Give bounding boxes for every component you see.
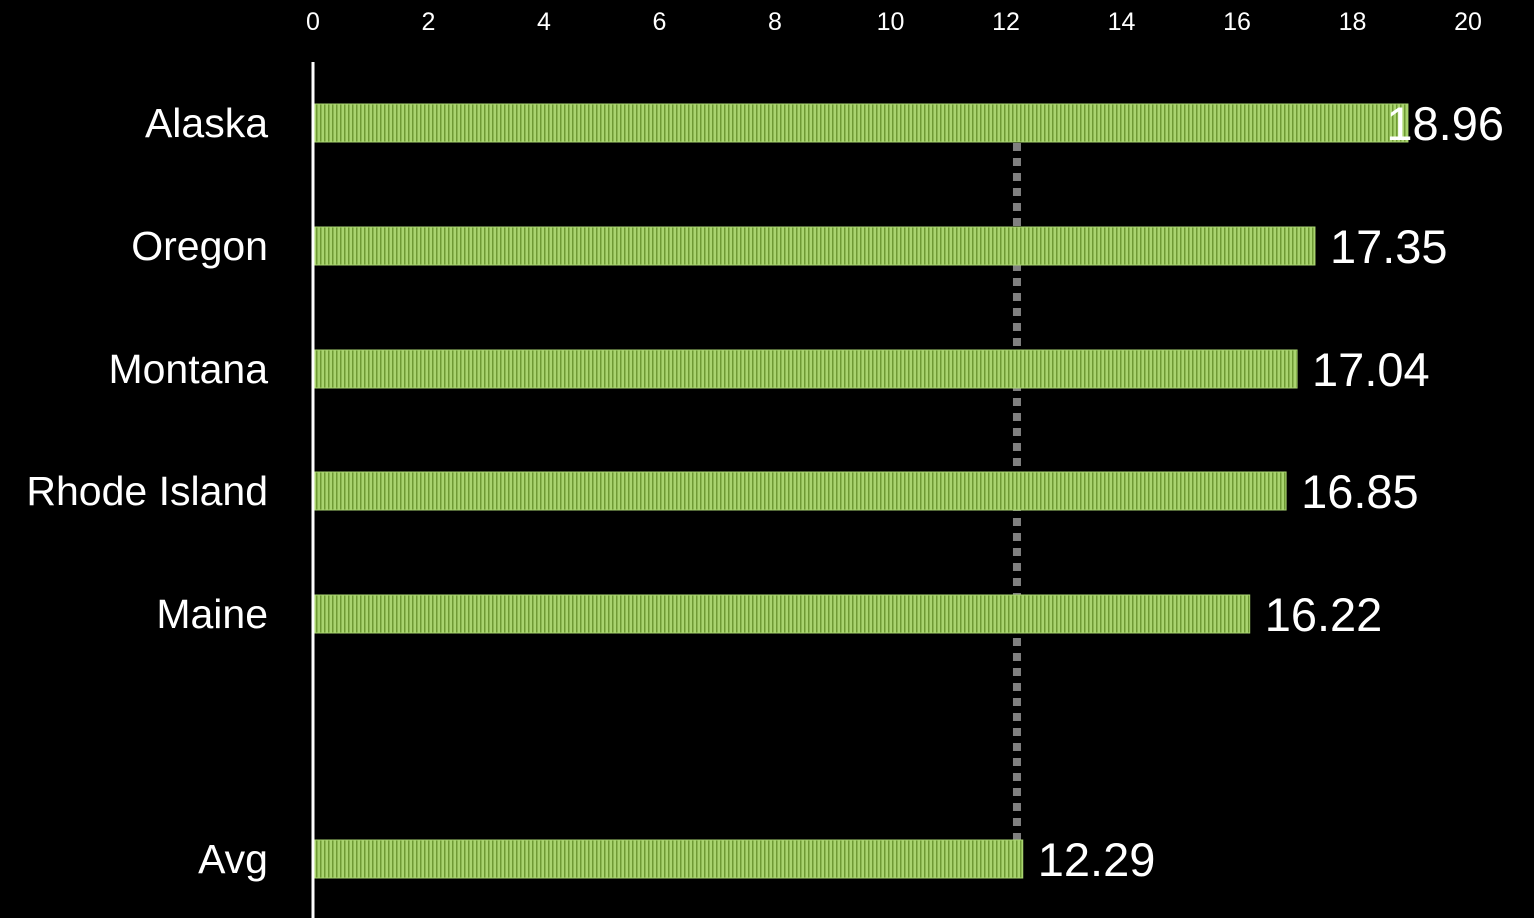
category-label: Rhode Island xyxy=(26,468,268,514)
x-tick-label: 6 xyxy=(653,8,667,36)
data-label: 16.85 xyxy=(1301,465,1419,518)
x-tick-label: 16 xyxy=(1223,8,1251,36)
category-label: Oregon xyxy=(131,223,268,269)
category-label: Alaska xyxy=(145,100,268,146)
x-tick-label: 0 xyxy=(306,8,320,36)
bar xyxy=(313,226,1316,266)
axis-layer: 0 2 4 6 8 10 12 14 16 18 20 xyxy=(306,8,1482,918)
bar xyxy=(313,349,1298,389)
bar xyxy=(313,103,1409,143)
data-label: 12.29 xyxy=(1038,833,1156,886)
data-label: 16.22 xyxy=(1265,588,1383,641)
x-tick-label: 10 xyxy=(877,8,905,36)
x-tick-label: 2 xyxy=(422,8,436,36)
bar xyxy=(313,471,1287,511)
x-tick-label: 4 xyxy=(537,8,551,36)
category-label: Montana xyxy=(108,346,268,392)
data-label: 17.35 xyxy=(1330,220,1448,273)
x-tick-label: 8 xyxy=(768,8,782,36)
x-tick-label: 18 xyxy=(1339,8,1367,36)
bar xyxy=(313,839,1024,879)
x-tick-label: 14 xyxy=(1108,8,1136,36)
x-tick-label: 20 xyxy=(1454,8,1482,36)
x-tick-label: 12 xyxy=(992,8,1020,36)
labels-layer: Alaska 18.96 Oregon 17.35 Montana 17.04 Rhode … xyxy=(26,97,1504,886)
bars-layer xyxy=(313,103,1409,879)
data-label: 17.04 xyxy=(1312,343,1430,396)
data-label: 18.96 xyxy=(1386,97,1504,150)
category-label: Avg xyxy=(198,836,268,882)
bar xyxy=(313,594,1251,634)
category-label: Maine xyxy=(156,591,268,637)
